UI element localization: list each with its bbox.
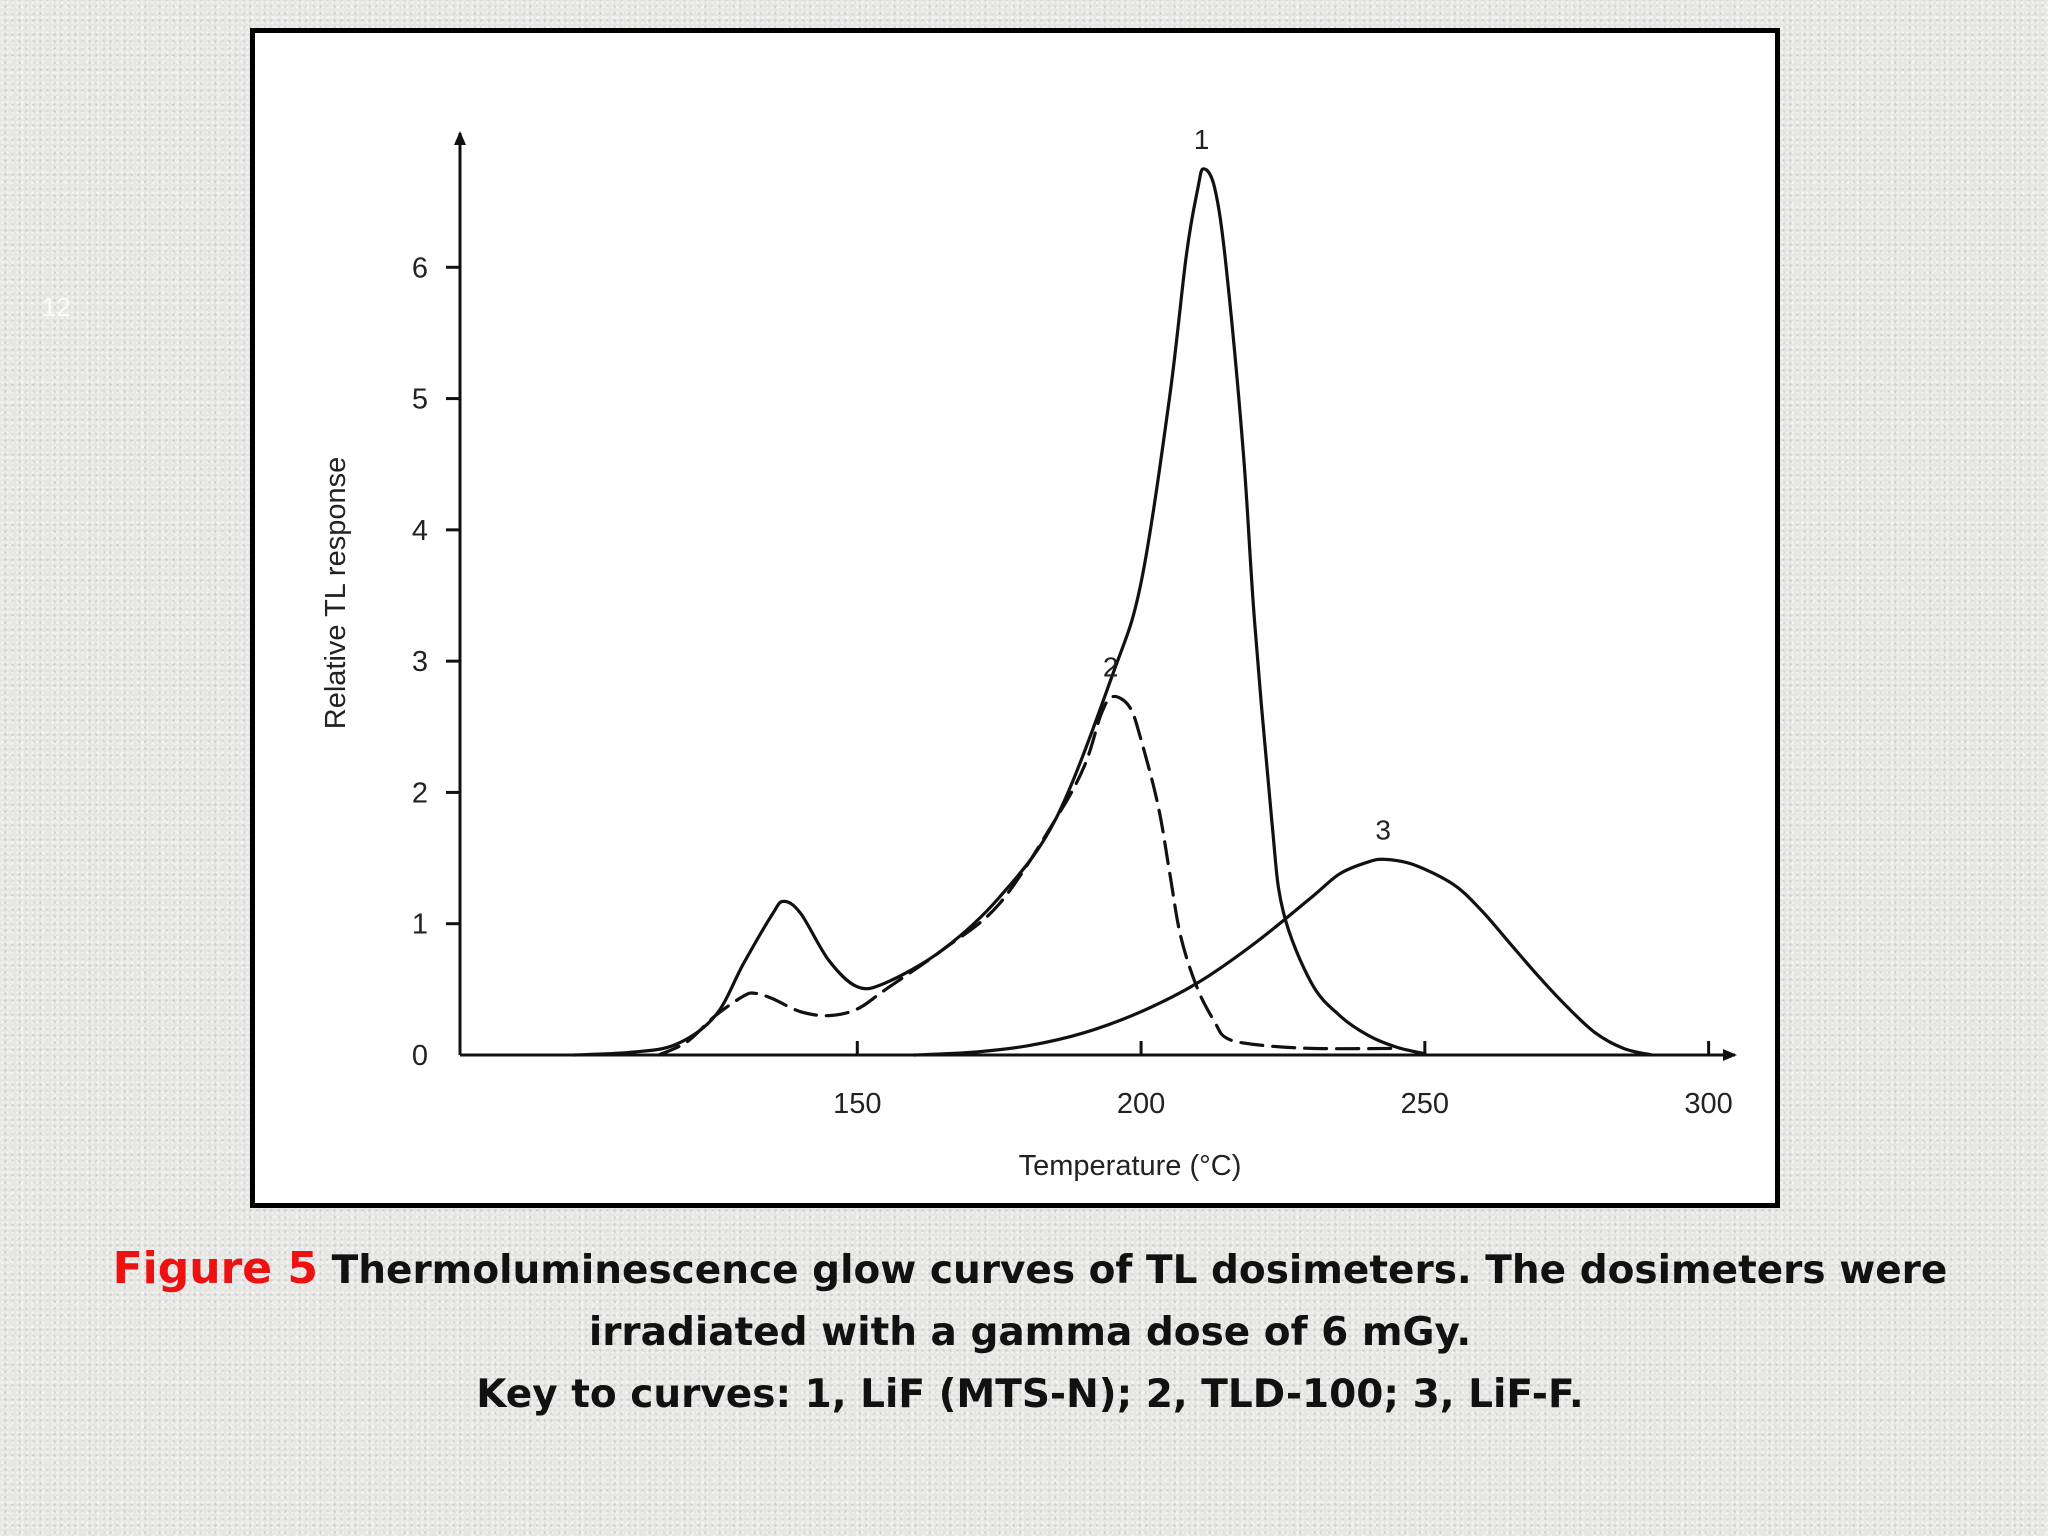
curves bbox=[571, 167, 1654, 1057]
curve-labels: 1 2 3 bbox=[1103, 124, 1391, 846]
y-tick-label: 5 bbox=[412, 384, 428, 416]
y-axis-title: Relative TL response bbox=[320, 457, 352, 729]
glow-curve-chart: 150 200 250 300 0 1 2 3 4 5 6 1 2 3 Temperature (°C… bbox=[320, 124, 1737, 1182]
figure-number: Figure 5 bbox=[112, 1243, 319, 1294]
x-tick-label: 250 bbox=[1401, 1088, 1449, 1120]
curve-2-line bbox=[657, 694, 1399, 1057]
curve-label-2: 2 bbox=[1103, 652, 1119, 683]
x-tick-label: 150 bbox=[833, 1088, 881, 1120]
x-tick-label: 300 bbox=[1684, 1088, 1732, 1120]
y-tick-label: 0 bbox=[412, 1040, 428, 1072]
x-tick-label: 200 bbox=[1117, 1088, 1165, 1120]
curve-label-1: 1 bbox=[1194, 124, 1210, 155]
x-ticks: 150 200 250 300 bbox=[833, 1041, 1733, 1120]
x-axis-title: Temperature (°C) bbox=[1019, 1150, 1242, 1182]
curve-1-line bbox=[571, 167, 1427, 1057]
y-tick-label: 2 bbox=[412, 777, 428, 809]
y-tick-label: 4 bbox=[412, 515, 428, 547]
caption-description: Thermoluminescence glow curves of TL dos… bbox=[331, 1248, 1948, 1355]
curve-3-line bbox=[912, 857, 1654, 1057]
slide-number: 12 bbox=[42, 292, 71, 322]
y-tick-label: 6 bbox=[412, 252, 428, 284]
y-tick-label: 1 bbox=[412, 909, 428, 941]
caption-key: Key to curves: 1, LiF (MTS-N); 2, TLD-10… bbox=[476, 1372, 1584, 1417]
figure-frame: 150 200 250 300 0 1 2 3 4 5 6 1 2 3 Temperature (°C… bbox=[250, 28, 1780, 1208]
y-tick-label: 3 bbox=[412, 646, 428, 678]
y-ticks: 0 1 2 3 4 5 6 bbox=[412, 252, 460, 1072]
curve-label-3: 3 bbox=[1375, 814, 1391, 845]
figure-caption: Figure 5 Thermoluminescence glow curves … bbox=[110, 1238, 1950, 1426]
